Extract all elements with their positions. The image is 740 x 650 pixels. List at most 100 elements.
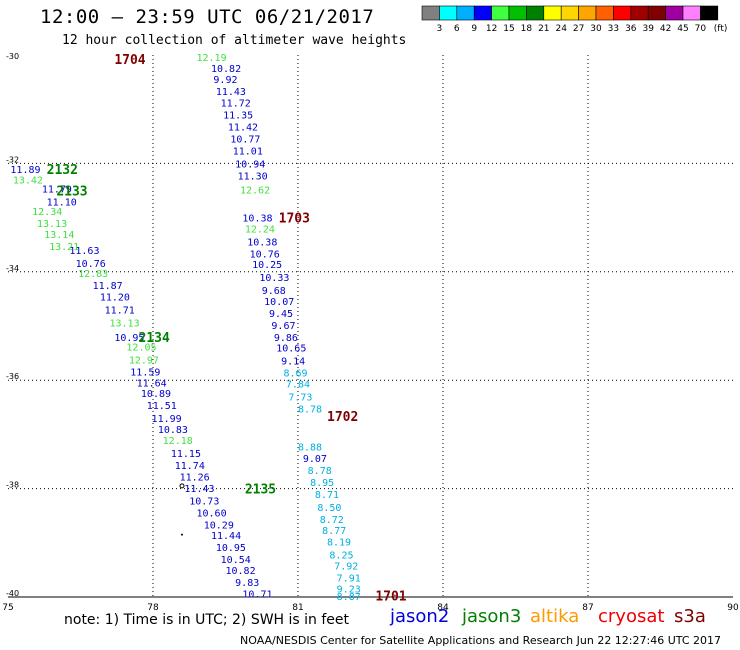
data-point-label: 11.71 [105,306,135,317]
data-point-label: 13.21 [49,242,79,253]
track-id-label: 2132 [47,163,78,178]
colorbar-tick-label: 3 [437,24,443,34]
data-point-label: 13.14 [44,230,74,241]
y-tick-label: -36 [6,372,19,381]
data-point-label: 13.13 [37,219,67,230]
data-point-label: 10.71 [242,590,272,601]
data-point-label: 10.38 [242,214,272,225]
colorbar-tick-label: 27 [573,24,584,34]
satellite-legend-jason2: jason2 [390,606,450,627]
data-point-label: 8.77 [322,526,346,537]
data-point-label: 11.15 [171,449,201,460]
data-point-label: 11.89 [10,165,40,176]
data-point-label: 13.42 [13,176,43,187]
colorbar-tick-label: 15 [503,24,514,34]
colorbar-tick-label: 39 [642,24,654,34]
data-point-label: 11.72 [221,99,251,110]
colorbar-tick-label: 12 [486,24,497,34]
data-point-label: 8.19 [327,538,351,549]
data-point-label: 11.87 [93,281,123,292]
data-point-label: 9.45 [269,309,293,320]
data-point-label: 11.59 [130,368,160,379]
data-point-label: 7.91 [337,573,361,584]
data-point-label: 11.20 [100,293,130,304]
data-point-label: 10.29 [204,520,234,531]
footer-note: note: 1) Time is in UTC; 2) SWH is in fe… [64,612,350,628]
colorbar-tick-label: 18 [521,24,533,34]
data-point-label: 8.78 [298,404,322,415]
data-point-label: 9.67 [271,321,295,332]
data-point-label: 10.94 [235,159,265,170]
data-point-label: 10.82 [211,64,241,75]
data-point-label: 10.33 [259,273,289,284]
data-point-label: 7.73 [288,392,312,403]
data-point-label: 11.10 [47,197,77,208]
colorbar-tick-label: 36 [625,24,637,34]
data-point-label: 9.92 [213,75,237,86]
data-point-label: 9.83 [235,578,259,589]
data-point-label: 9.23 [337,584,361,595]
chart-title: 12:00 – 23:59 UTC 06/21/2017 [40,6,375,28]
colorbar-tick-label: 24 [555,24,567,34]
data-point-label: 10.95 [114,333,144,344]
data-point-label: 11.35 [223,111,253,122]
data-point-label: 12.05 [126,343,156,354]
data-point-label: 11.99 [152,414,182,425]
colorbar-tick-label: 6 [454,24,460,34]
data-point-label: 10.25 [252,260,282,271]
data-point-label: 12.97 [129,356,159,367]
satellite-legend-cryosat: cryosat [598,606,665,627]
footer-credit: NOAA/NESDIS Center for Satellite Applica… [240,634,722,647]
y-tick-label: -30 [6,52,19,61]
data-point-label: 8.72 [320,515,344,526]
data-point-label: 9.14 [281,357,305,368]
island-marker [179,483,185,489]
colorbar-swatch [700,5,719,21]
satellite-legend-jason3: jason3 [462,606,522,627]
colorbar-tick-label: 21 [538,24,549,34]
colorbar-tick-label: 30 [590,24,602,34]
data-point-label: 10.83 [158,425,188,436]
data-point-label: 9.86 [274,333,298,344]
data-point-label: 11.30 [238,171,268,182]
data-point-label: 8.71 [315,490,339,501]
colorbar-tick-label: 45 [677,24,688,34]
y-tick-label: -32 [6,155,19,164]
x-tick-label: 87 [582,603,593,613]
data-point-label: 10.73 [189,497,219,508]
data-point-label: 12.62 [240,185,270,196]
data-point-label: 11.64 [137,378,167,389]
satellite-legend-s3a: s3a [674,606,706,627]
data-point-label: 10.65 [276,344,306,355]
colorbar-tick-label: 70 [695,24,707,34]
track-id-label: 2135 [245,483,276,498]
island-marker [181,533,183,536]
data-point-label: 10.76 [250,249,280,260]
colorbar-tick-label: 42 [660,24,671,34]
data-point-label: 7.84 [286,379,310,390]
data-point-label: 12.34 [32,207,62,218]
y-tick-label: -40 [6,589,19,598]
data-point-label: 10.95 [216,543,246,554]
x-tick-label: 90 [727,603,739,613]
x-tick-label: 75 [2,603,13,613]
data-point-label: 8.50 [317,503,341,514]
satellite-legend-altika: altika [530,606,580,627]
data-point-label: 11.01 [233,146,263,157]
data-point-label: 10.82 [226,566,256,577]
data-point-label: 10.76 [76,259,106,270]
track-id-label: 1703 [279,212,310,227]
data-point-label: 9.07 [303,454,327,465]
data-point-label: 12.19 [197,53,227,64]
data-point-label: 8.87 [337,592,361,603]
x-tick-label: 78 [147,603,159,613]
data-point-label: 12.18 [163,436,193,447]
track-id-label: 1701 [375,589,406,604]
data-point-label: 11.44 [211,531,241,542]
x-tick-label: 84 [437,603,449,613]
data-point-label: 11.51 [147,401,177,412]
data-point-label: 11.79 [42,184,72,195]
track-id-label: 1702 [327,410,358,425]
y-tick-label: -38 [6,481,19,490]
y-tick-label: -34 [6,264,19,273]
